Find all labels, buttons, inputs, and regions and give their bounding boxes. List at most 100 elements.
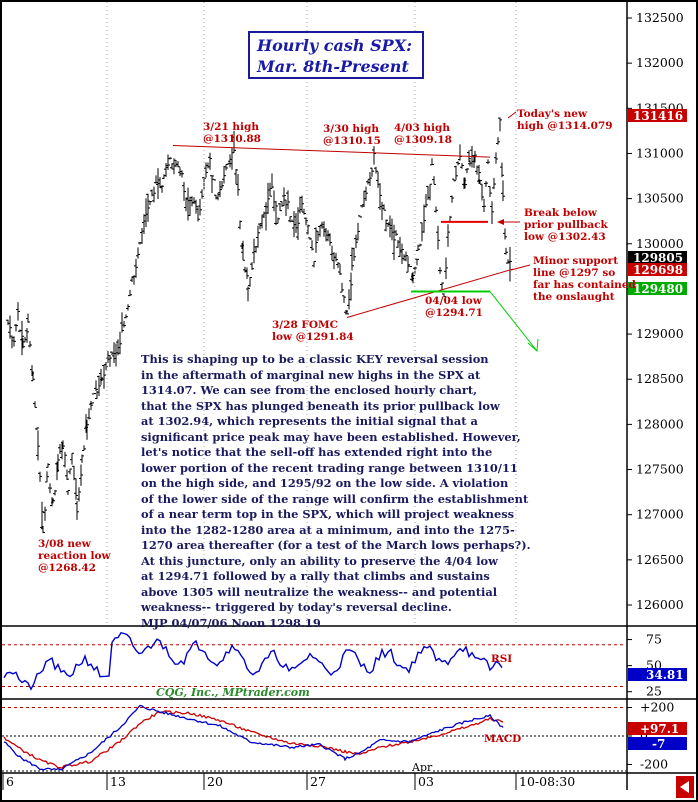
annotations: 3/21 high@1310.88 3/30 high@1310.15 4/03 h…	[38, 108, 636, 574]
macd-value-tag	[628, 722, 687, 735]
commentary-line: that the SPX has plunged beneath its pri…	[141, 398, 500, 413]
arrow-down-icon	[527, 338, 539, 353]
commentary-line: into the 1282-1280 area at a minimum, an…	[141, 522, 515, 537]
y-tick-label: 127000	[636, 507, 684, 522]
price-tag-label: 129805	[633, 251, 683, 265]
macd-tick-label: -200	[640, 756, 668, 771]
annotation-label: @1309.18	[394, 134, 452, 146]
macd-tick-label: +200	[640, 700, 674, 715]
macd-signal-line	[3, 710, 503, 769]
macd-tick-label: 0	[640, 728, 648, 743]
y-tick-label: 131000	[636, 145, 684, 160]
annotation-label: Minor support	[533, 255, 618, 267]
y-tick-label: 132500	[636, 10, 684, 25]
y-tick-label: 130500	[636, 191, 684, 206]
price-panel	[6, 117, 512, 534]
annotation-label: far has contained	[533, 279, 636, 291]
price-tag-label: 129698	[633, 263, 683, 277]
annotation-label: line @1297 so	[533, 267, 615, 279]
price-tag-box	[628, 109, 687, 122]
commentary-line: lower portion of the recent trading rang…	[141, 460, 518, 475]
x-tick-label: 13	[110, 774, 126, 789]
macd-panel: +200 0 -200 MACD +97.1-7	[2, 700, 687, 771]
chart-title-box: Hourly cash SPX: Mar. 8th-Present	[248, 31, 424, 79]
commentary-line: let's notice that the sell-off has exten…	[141, 445, 493, 459]
chart-title-line2: Mar. 8th-Present	[257, 57, 409, 76]
commentary-line: MJP 04/07/06 Noon 1298.19	[141, 615, 321, 630]
commentary-line: on the high side, and 1295/92 on the low…	[141, 476, 509, 490]
resistance-line	[172, 145, 491, 158]
annotation-label: @1268.42	[38, 562, 96, 574]
y-tick-label: 126000	[636, 597, 684, 612]
y-tick-label: 129000	[636, 326, 684, 341]
commentary-line: At this juncture, only an ability to pre…	[141, 553, 498, 568]
commentary-line: at 1294.71 followed by a rally that clim…	[141, 569, 490, 583]
macd-label: MACD	[484, 733, 521, 745]
commentary-line: weakness-- triggered by today's reversal…	[141, 600, 452, 614]
commentary-line: significant price peak may have been est…	[141, 429, 521, 444]
support-line	[346, 268, 514, 318]
commentary-line: This is shaping up to be a classic KEY r…	[141, 352, 489, 366]
commentary-line: above 1305 will neutralize the weakness-…	[141, 584, 498, 599]
annotation-label: 3/30 high	[323, 123, 379, 135]
annotation-label: @1294.71	[425, 307, 483, 319]
macd-value-label: +97.1	[640, 722, 679, 736]
price-tag-box	[628, 263, 687, 276]
macd-line	[3, 704, 504, 771]
x-month-label: Apr	[411, 761, 433, 774]
commentary-line: 1314.07. We can see from the enclosed ho…	[141, 383, 478, 397]
annotation-label: prior pullback	[524, 219, 609, 231]
macd-value-label: -7	[652, 737, 665, 751]
x-tick-label: 10-08:30	[519, 774, 575, 789]
annotation-label: 3/21 high	[203, 121, 259, 133]
leader-line	[507, 111, 517, 119]
annotation-label: reaction low	[38, 550, 112, 562]
annotation-label: 04/04 low	[425, 295, 483, 307]
rsi-line	[3, 632, 503, 691]
x-tick-label: 6	[6, 774, 14, 789]
commentary-line: of a near term top in the SPX, which wil…	[141, 507, 515, 521]
price-tag-box	[628, 251, 687, 264]
y-tick-label: 127500	[636, 462, 684, 477]
rsi-label: RSI	[491, 653, 512, 665]
y-tick-label: 132000	[636, 55, 684, 70]
commentary-line: of the lower side of the range will conf…	[141, 491, 529, 506]
price-tag-box	[628, 282, 687, 295]
price-tag-label: 131416	[633, 109, 683, 123]
annotation-label: the onslaught	[533, 291, 615, 303]
arrow-left-icon	[497, 219, 504, 225]
commentary-line: in the aftermath of marginal new highs i…	[141, 367, 481, 382]
projection-line	[489, 291, 538, 352]
chart-title-line1: Hourly cash SPX:	[257, 36, 413, 55]
x-tick-label: 27	[310, 774, 326, 789]
rsi-tick-label: 25	[646, 684, 662, 699]
annotation-label: @1310.88	[203, 133, 261, 145]
commentary-text: This is shaping up to be a classic KEY r…	[141, 352, 551, 631]
rsi-value-tag	[628, 668, 687, 681]
rsi-tick-label: 75	[646, 632, 662, 647]
y-tick-label: 126500	[636, 552, 684, 567]
x-tick-label: 03	[418, 774, 434, 789]
annotation-label: Break below	[524, 207, 598, 219]
annotation-label: high @1314.079	[517, 120, 613, 132]
commentary-line: at 1302.94, which represents the initial…	[141, 414, 478, 428]
annotation-label: 3/28 FOMC	[272, 319, 338, 331]
annotation-label: low @1291.84	[272, 331, 354, 343]
y-tick-label: 128000	[636, 416, 684, 431]
price-tag-label: 129480	[633, 282, 683, 296]
annotation-label: 3/08 new	[38, 538, 92, 550]
annotation-label: low @1302.43	[524, 231, 606, 243]
commentary-line: 1270 area thereafter (for a test of the …	[141, 538, 531, 552]
axes: 1325001320001315001310001305001300001295…	[2, 2, 687, 790]
macd-value-tag	[628, 737, 687, 750]
y-tick-label: 130000	[636, 236, 684, 251]
credit-text: CQG, Inc., MPtrader.com	[156, 686, 310, 699]
arrow-left-icon	[680, 781, 689, 793]
rsi-value-label: 34.81	[646, 668, 684, 682]
annotation-label: Today's new	[517, 108, 588, 120]
x-tick-label: 20	[207, 774, 223, 789]
leader-line	[510, 264, 531, 271]
y-tick-label: 128500	[636, 371, 684, 386]
